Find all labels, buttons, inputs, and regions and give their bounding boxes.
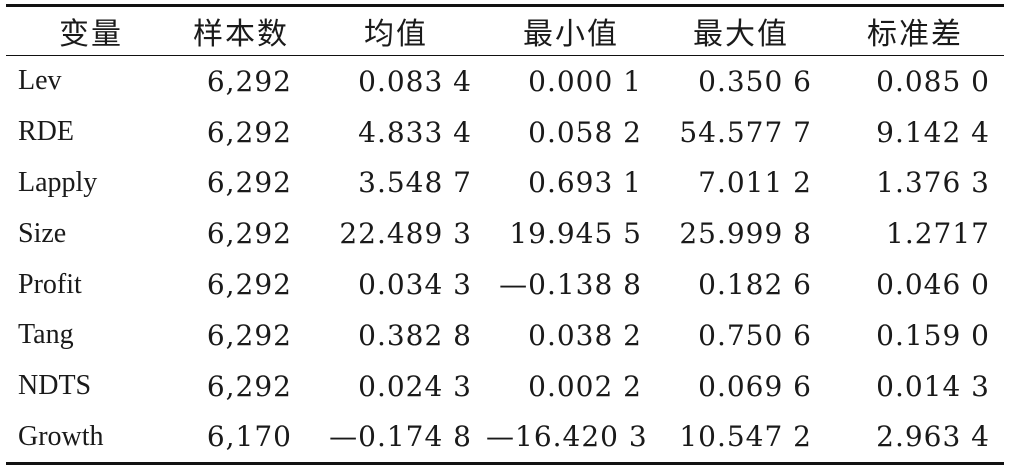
table-header: 变量 样本数 均值 最小值 最大值 标准差 [6,5,1004,56]
variable-name: NDTS [18,370,92,402]
mean-value: 3.548 7 [358,166,472,200]
table-row: Lev 6,292 0.083 4 0.000 1 0.350 6 0.085 … [6,56,1004,107]
variable-name: Lapply [18,166,98,198]
sample-size: 6,292 [206,268,292,302]
max-value: 7.011 2 [698,166,812,200]
std-dev-value: 0.159 0 [876,318,990,352]
mean-value: 4.833 4 [358,115,472,149]
table-row: Growth 6,170 —0.174 8 —16.420 3 10.547 2… [6,412,1004,464]
table-row: Lapply 6,292 3.548 7 0.693 1 7.011 2 1.3… [6,158,1004,209]
std-dev-value: 1.376 3 [876,166,990,200]
std-dev-value: 1.2717 [886,217,990,251]
max-value: 0.069 6 [698,369,812,403]
header-row: 变量 样本数 均值 最小值 最大值 标准差 [6,5,1004,56]
header-variable: 变量 [59,17,123,52]
variable-name: Profit [18,268,82,300]
min-value: 0.002 2 [528,369,642,403]
std-dev-value: 0.046 0 [876,268,990,302]
mean-value: 0.382 8 [358,318,472,352]
std-dev-value: 9.142 4 [876,115,990,149]
min-value: 19.945 5 [509,217,642,251]
std-dev-value: 0.014 3 [876,369,990,403]
sample-size: 6,170 [206,420,292,454]
mean-value: 0.024 3 [358,369,472,403]
min-value: 0.693 1 [528,166,642,200]
variable-name: RDE [18,116,74,148]
min-value: —0.138 8 [499,268,642,302]
header-std-dev: 标准差 [867,17,963,52]
table-body: Lev 6,292 0.083 4 0.000 1 0.350 6 0.085 … [6,56,1004,464]
mean-value: 22.489 3 [339,217,472,251]
max-value: 0.750 6 [698,318,812,352]
header-max: 最大值 [693,17,789,52]
variable-name: Tang [18,319,74,351]
table-row: Tang 6,292 0.382 8 0.038 2 0.750 6 0.159… [6,310,1004,361]
header-min: 最小值 [523,17,619,52]
mean-value: 0.034 3 [358,268,472,302]
max-value: 0.182 6 [698,268,812,302]
min-value: —16.420 3 [486,420,648,454]
variable-name: Size [18,217,67,249]
std-dev-value: 2.963 4 [876,420,990,454]
max-value: 10.547 2 [679,420,812,454]
sample-size: 6,292 [206,166,292,200]
variable-name: Lev [18,65,62,97]
std-dev-value: 0.085 0 [876,64,990,98]
min-value: 0.038 2 [528,318,642,352]
sample-size: 6,292 [206,369,292,403]
variable-name: Growth [18,420,104,452]
min-value: 0.000 1 [528,64,642,98]
table-row: Size 6,292 22.489 3 19.945 5 25.999 8 1.… [6,208,1004,259]
table-row: RDE 6,292 4.833 4 0.058 2 54.577 7 9.142… [6,107,1004,158]
max-value: 25.999 8 [679,217,812,251]
header-sample-size: 样本数 [193,17,289,52]
descriptive-statistics-table: 变量 样本数 均值 最小值 最大值 标准差 Lev 6,292 0.083 4 … [6,4,1004,465]
max-value: 0.350 6 [698,64,812,98]
sample-size: 6,292 [206,217,292,251]
statistics-table-container: 变量 样本数 均值 最小值 最大值 标准差 Lev 6,292 0.083 4 … [6,4,1004,465]
header-mean: 均值 [364,17,428,52]
sample-size: 6,292 [206,318,292,352]
table-row: NDTS 6,292 0.024 3 0.002 2 0.069 6 0.014… [6,361,1004,412]
sample-size: 6,292 [206,64,292,98]
min-value: 0.058 2 [528,115,642,149]
table-row: Profit 6,292 0.034 3 —0.138 8 0.182 6 0.… [6,259,1004,310]
mean-value: 0.083 4 [358,64,472,98]
max-value: 54.577 7 [679,115,812,149]
sample-size: 6,292 [206,115,292,149]
mean-value: —0.174 8 [329,420,472,454]
